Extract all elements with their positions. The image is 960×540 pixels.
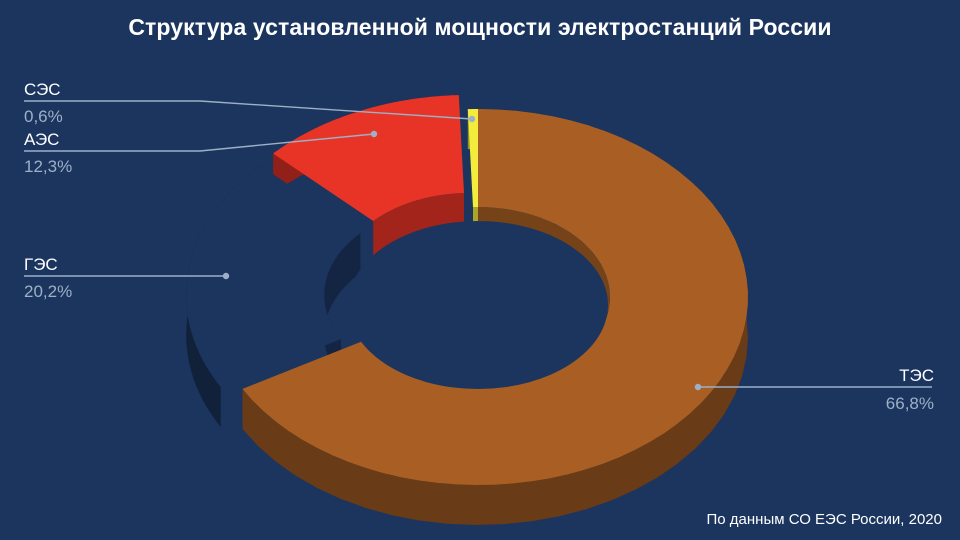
leader-dot-ges	[222, 272, 230, 280]
leader-dot-ses	[468, 115, 476, 123]
label-aes-name: АЭС	[24, 130, 59, 149]
label-group-ses: СЭС 0,6%	[24, 80, 63, 126]
label-group-aes: АЭС 12,3%	[24, 130, 72, 176]
chart-title: Структура установленной мощности электро…	[128, 14, 832, 40]
label-group-ges: ГЭС 20,2%	[24, 255, 72, 301]
label-aes-value: 12,3%	[24, 157, 72, 176]
leader-line-ses	[24, 100, 473, 120]
slice-tes	[242, 109, 748, 485]
leader-dot-aes	[370, 130, 378, 138]
donut-hole	[348, 221, 608, 389]
label-ses-value: 0,6%	[24, 107, 63, 126]
leader-dot-tes	[694, 383, 702, 391]
slice-aes	[273, 95, 464, 221]
label-ges-name: ГЭС	[24, 255, 58, 274]
label-group-tes: ТЭС 66,8%	[886, 366, 934, 413]
slice-ses	[467, 109, 478, 208]
label-ses-name: СЭС	[24, 80, 61, 99]
label-ges-value: 20,2%	[24, 282, 72, 301]
slice-ges	[186, 165, 361, 387]
donut-layer	[186, 95, 748, 525]
leader-line-aes	[24, 133, 375, 152]
slice-inner-ges	[324, 233, 361, 380]
source-note: По данным СО ЕЭС России, 2020	[706, 511, 943, 528]
label-tes-name: ТЭС	[899, 366, 934, 385]
label-tes-value: 66,8%	[886, 394, 934, 413]
leader-lines	[24, 100, 932, 391]
